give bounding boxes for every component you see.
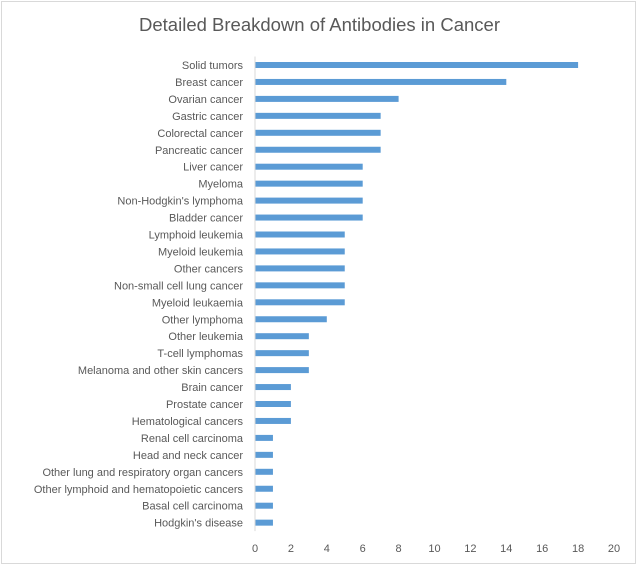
x-tick-label: 8 [396, 543, 402, 555]
bar [255, 299, 345, 306]
category-labels: Solid tumors Breast cancer Ovarian cancer G… [34, 60, 244, 530]
category-label: Other lymphoma [162, 314, 244, 326]
bar [255, 519, 273, 526]
category-label: Colorectal cancer [157, 128, 243, 140]
x-tick-label: 12 [464, 543, 476, 555]
category-label: Lymphoid leukemia [149, 230, 244, 242]
bar [255, 350, 309, 357]
category-label: Breast cancer [175, 77, 243, 89]
bar [255, 180, 363, 187]
bar [255, 214, 363, 221]
x-tick-label: 6 [360, 543, 366, 555]
bar [255, 384, 291, 391]
category-label: Other leukemia [168, 331, 243, 343]
category-label: Myeloid leukaemia [152, 297, 244, 309]
bar [255, 231, 345, 238]
category-label: Gastric cancer [172, 111, 243, 123]
chart-title: Detailed Breakdown of Antibodies in Canc… [139, 14, 500, 35]
bar [255, 163, 363, 170]
x-tick-label: 16 [536, 543, 548, 555]
bar [255, 95, 399, 102]
bar [255, 434, 273, 441]
bar [255, 78, 507, 85]
category-label: Bladder cancer [169, 213, 243, 225]
category-label: Melanoma and other skin cancers [78, 365, 244, 377]
category-label: Other lymphoid and hematopoietic cancers [34, 484, 244, 496]
bar [255, 129, 381, 136]
bar [255, 62, 579, 68]
category-label: Pancreatic cancer [155, 145, 243, 157]
bar [255, 485, 273, 492]
category-label: Non-small cell lung cancer [114, 280, 243, 292]
bar [255, 282, 345, 289]
category-label: Brain cancer [181, 382, 243, 394]
x-tick-label: 18 [572, 543, 584, 555]
bar [255, 333, 309, 340]
x-tick-label: 2 [288, 543, 294, 555]
x-tick-label: 10 [428, 543, 440, 555]
category-label: Other lung and respiratory organ cancers [42, 467, 243, 479]
bar [255, 265, 345, 272]
category-label: Hematological cancers [132, 416, 244, 428]
category-label: Ovarian cancer [168, 94, 243, 106]
bar [255, 417, 291, 424]
bar [255, 367, 309, 374]
category-label: T-cell lymphomas [157, 348, 243, 360]
bar [255, 112, 381, 119]
bar [255, 468, 273, 475]
category-label: Myeloma [198, 179, 244, 191]
x-axis-tick-labels: 0 2 4 6 8 10 12 14 16 18 20 [252, 543, 620, 555]
category-label: Hodgkin's disease [154, 518, 243, 530]
bar [255, 197, 363, 204]
category-label: Basal cell carcinoma [142, 501, 244, 513]
category-label: Prostate cancer [166, 399, 243, 411]
bars-layer [255, 62, 579, 526]
x-tick-label: 20 [608, 543, 620, 555]
bar [255, 502, 273, 509]
bar [255, 248, 345, 255]
category-label: Renal cell carcinoma [141, 433, 244, 445]
category-label: Solid tumors [182, 60, 244, 72]
category-label: Head and neck cancer [133, 450, 243, 462]
category-label: Non-Hodgkin's lymphoma [117, 196, 243, 208]
x-tick-label: 0 [252, 543, 258, 555]
x-tick-label: 4 [324, 543, 330, 555]
category-label: Other cancers [174, 263, 244, 275]
x-tick-label: 14 [500, 543, 512, 555]
bar [255, 316, 327, 323]
bar [255, 146, 381, 153]
category-label: Liver cancer [183, 162, 243, 174]
bar [255, 451, 273, 458]
bar [255, 401, 291, 407]
category-label: Myeloid leukemia [158, 246, 244, 258]
